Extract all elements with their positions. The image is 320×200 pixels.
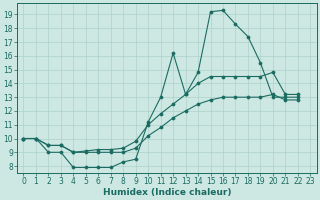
X-axis label: Humidex (Indice chaleur): Humidex (Indice chaleur) — [103, 188, 231, 197]
